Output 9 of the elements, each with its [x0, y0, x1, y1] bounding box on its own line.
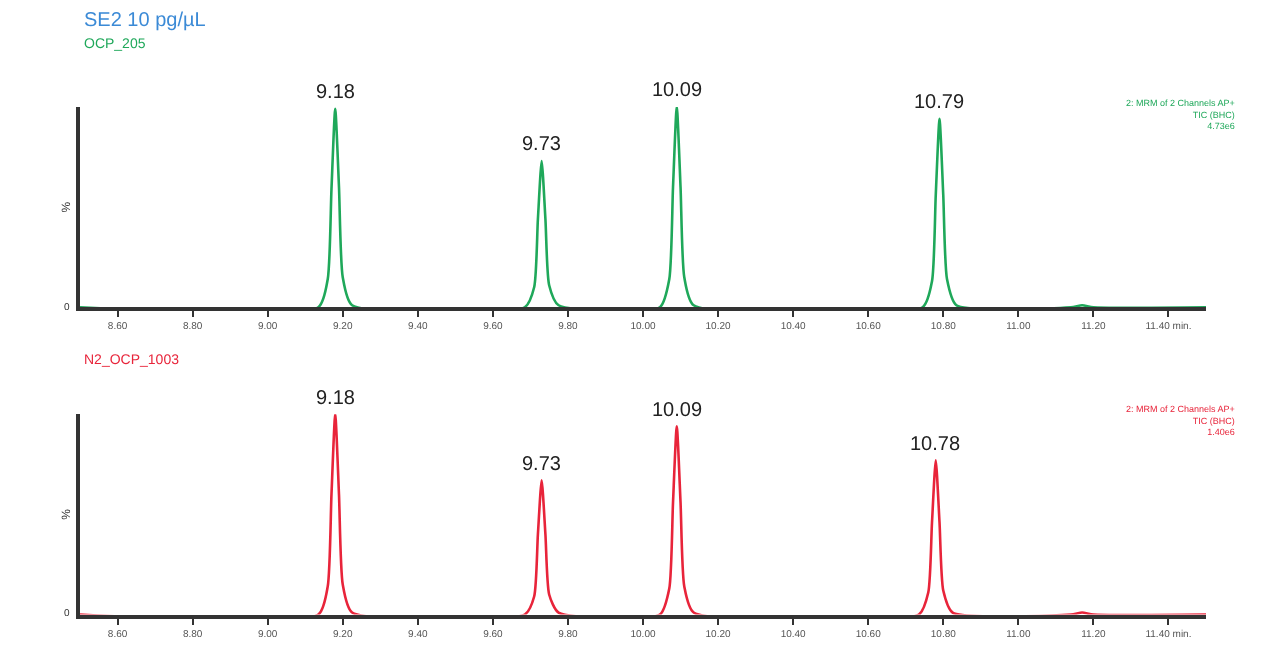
- annotation: 9.73: [522, 134, 562, 156]
- annotation: 10.09: [652, 400, 703, 422]
- annotation: 9.18: [316, 388, 356, 410]
- chart-title: SE2 10 pg/µL: [84, 10, 207, 32]
- annotation: 10.79: [914, 92, 965, 114]
- annotation: 10.09: [652, 80, 703, 102]
- annotation: 9.73: [522, 454, 562, 476]
- annotation: 10.78: [910, 434, 961, 456]
- annotation: 9.18: [316, 82, 356, 104]
